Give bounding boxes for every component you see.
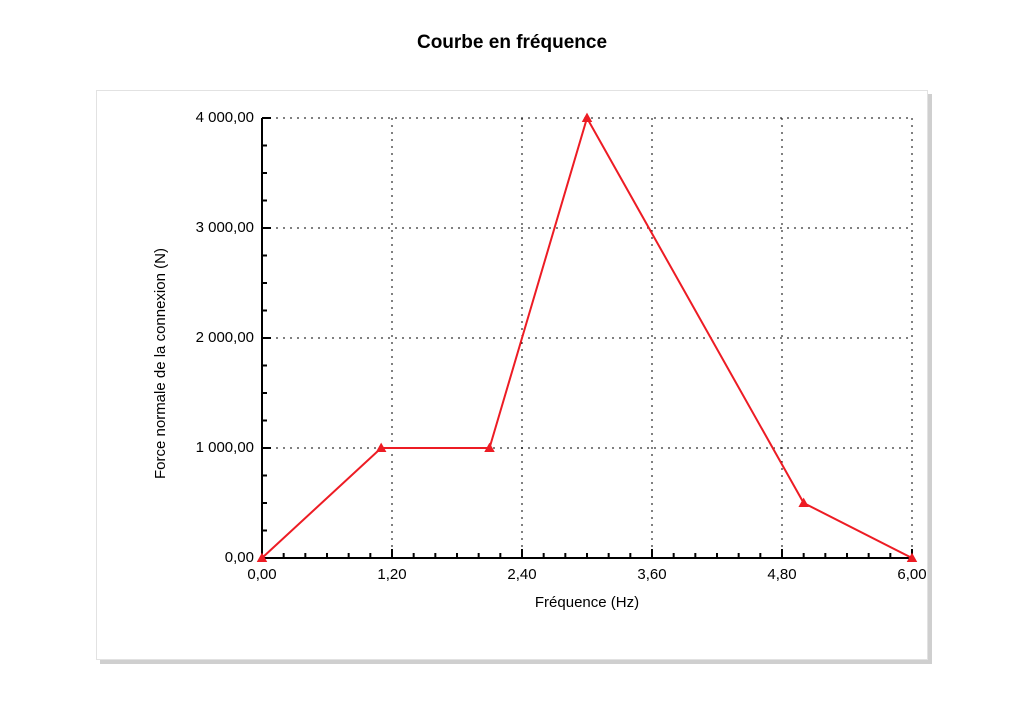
x-tick-label: 4,80 xyxy=(767,566,796,583)
x-tick-label: 2,40 xyxy=(507,566,536,583)
x-tick-label: 6,00 xyxy=(897,566,926,583)
x-tick-label: 3,60 xyxy=(637,566,666,583)
y-tick-label: 4 000,00 xyxy=(196,109,254,126)
x-tick-label: 0,00 xyxy=(247,566,276,583)
y-tick-label: 1 000,00 xyxy=(196,439,254,456)
x-axis-label: Fréquence (Hz) xyxy=(262,594,912,611)
y-axis-label: Force normale de la connexion (N) xyxy=(152,248,169,479)
y-tick-label: 0,00 xyxy=(225,549,254,566)
x-tick-label: 1,20 xyxy=(377,566,406,583)
chart-page: Courbe en fréquence Force normale de la … xyxy=(0,0,1024,724)
y-tick-label: 3 000,00 xyxy=(196,219,254,236)
y-tick-label: 2 000,00 xyxy=(196,329,254,346)
